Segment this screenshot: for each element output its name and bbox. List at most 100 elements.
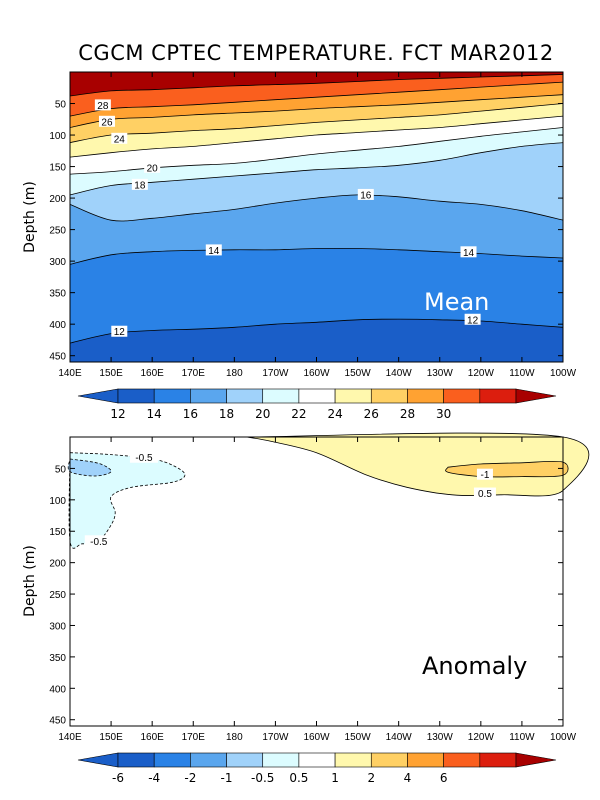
colorbar-label: -4	[148, 771, 160, 785]
contour-label-bg	[460, 246, 477, 258]
x-tick-label: 130W	[427, 368, 454, 379]
isotherm-26	[69, 94, 564, 128]
y-tick-label: 150	[49, 163, 66, 174]
colorbar-label: 22	[291, 407, 306, 421]
y-tick-label: 50	[55, 100, 67, 111]
colorbar-box	[153, 388, 191, 404]
x-tick-label: 150E	[99, 732, 123, 743]
contour-label-bg	[144, 161, 161, 173]
chart-title: CGCM CPTEC TEMPERATURE. FCT MAR2012	[78, 41, 553, 65]
anomaly-colorbar: -6 -4 -2 -1 -0.5 0.5 1 2 4 6	[77, 752, 557, 785]
y-tick-label: 100	[49, 131, 66, 142]
contour-label: 0.5	[478, 489, 492, 500]
x-tick-label: 180	[226, 732, 243, 743]
colorbar-label: -1	[221, 771, 233, 785]
y-tick-label: 300	[49, 621, 66, 632]
x-tick-label: 140E	[58, 368, 82, 379]
contour-label: 12	[114, 327, 126, 338]
colorbar-box	[190, 752, 227, 768]
isotherm-12	[69, 318, 564, 344]
colorbar-box	[262, 388, 300, 404]
x-tick-label: 150E	[99, 368, 123, 379]
y-tick-label: 450	[49, 716, 66, 727]
isotherm-28	[69, 81, 564, 117]
anomaly-axes: 140E 150E 160E 170E 180 170W 160W 150W 140W 130W 1…	[49, 436, 577, 743]
colorbar-box	[479, 388, 517, 404]
anomaly-annotation: Anomaly	[422, 652, 527, 680]
colorbar-box	[117, 752, 155, 768]
colorbar-box	[117, 388, 155, 404]
colorbar-box	[479, 752, 517, 768]
x-tick-label: 100W	[550, 732, 577, 743]
contour-label-bg	[357, 188, 374, 200]
contour-label-bg	[473, 487, 496, 499]
contour-label: 28	[97, 101, 109, 112]
colorbar-label: 6	[440, 771, 448, 785]
isotherm-14	[69, 247, 564, 265]
x-tick-label: 130W	[427, 732, 454, 743]
colorbar-label: 12	[110, 407, 125, 421]
colorbar-label: 2	[367, 771, 375, 785]
colorbar-box	[370, 752, 408, 768]
colorbar-label: 14	[147, 407, 162, 421]
contour-label-bg	[205, 244, 222, 256]
mean-annotation: Mean	[424, 288, 489, 316]
y-tick-label: 350	[49, 653, 66, 664]
mean-colorbar: 12 14 16 18 20 22 24 26 28 30	[77, 388, 557, 421]
y-tick-label: 200	[49, 194, 66, 205]
contour-label-bg	[98, 115, 115, 127]
y-tick-label: 300	[49, 257, 66, 268]
contour-label: -1	[480, 470, 489, 481]
y-tick-label: 150	[49, 527, 66, 538]
x-tick-label: 140W	[386, 732, 413, 743]
colorbar-label: -0.5	[251, 771, 274, 785]
contour-label: 14	[208, 246, 220, 257]
colorbar-label: 24	[327, 407, 342, 421]
isotherm-22	[69, 115, 564, 158]
colorbar-box	[226, 752, 264, 768]
isotherm-16	[69, 194, 564, 222]
contour-label-bg	[111, 325, 128, 337]
x-tick-label: 140W	[386, 368, 413, 379]
contour-label: -0.5	[135, 453, 153, 464]
x-tick-label: 120W	[468, 732, 495, 743]
x-tick-label: 160E	[140, 732, 164, 743]
x-tick-label: 160E	[140, 368, 164, 379]
x-tick-label: 110W	[509, 368, 535, 379]
colorbar-arrow-high	[515, 752, 557, 768]
mean-axes: 140E 150E 160E 170E 180 170W 160W 150W 140W 130W 1…	[49, 71, 577, 379]
x-tick-label: 120W	[468, 368, 495, 379]
colorbar-box	[370, 388, 408, 404]
anomaly-panel: -0.5 -0.5 -1 0.5 140E 150E 160E 170E 180 170W 160…	[22, 432, 590, 743]
contour-label-bg	[129, 451, 158, 463]
contour-label: 16	[360, 190, 372, 201]
colorbar-box	[153, 752, 191, 768]
y-tick-label: 400	[49, 684, 66, 695]
contour-label: 12	[467, 315, 479, 326]
mean-fill-layer	[70, 72, 563, 362]
anomaly-y-axis-label: Depth (m)	[22, 545, 38, 617]
y-tick-label: 50	[55, 464, 67, 475]
colorbar-arrow-high	[515, 388, 557, 404]
colorbar-label: -6	[112, 771, 124, 785]
colorbar-label: 1	[331, 771, 339, 785]
x-tick-label: 170E	[182, 732, 206, 743]
colorbar-arrow-low	[77, 388, 119, 404]
contour-label: 14	[463, 248, 475, 259]
colorbar-box	[443, 752, 481, 768]
anomaly-contour-labels: -0.5 -0.5 -1 0.5	[84, 451, 496, 548]
colorbar-label: 0.5	[289, 771, 308, 785]
y-tick-label: 250	[49, 590, 66, 601]
colorbar-box	[298, 752, 336, 768]
colorbar-label: 20	[255, 407, 270, 421]
x-tick-label: 110W	[509, 732, 535, 743]
contour-label-bg	[111, 132, 128, 144]
colorbar-box	[443, 388, 481, 404]
x-tick-label: 140E	[58, 732, 82, 743]
y-tick-label: 100	[49, 496, 66, 507]
colorbar-box	[262, 752, 300, 768]
contour-label: 24	[114, 134, 126, 145]
